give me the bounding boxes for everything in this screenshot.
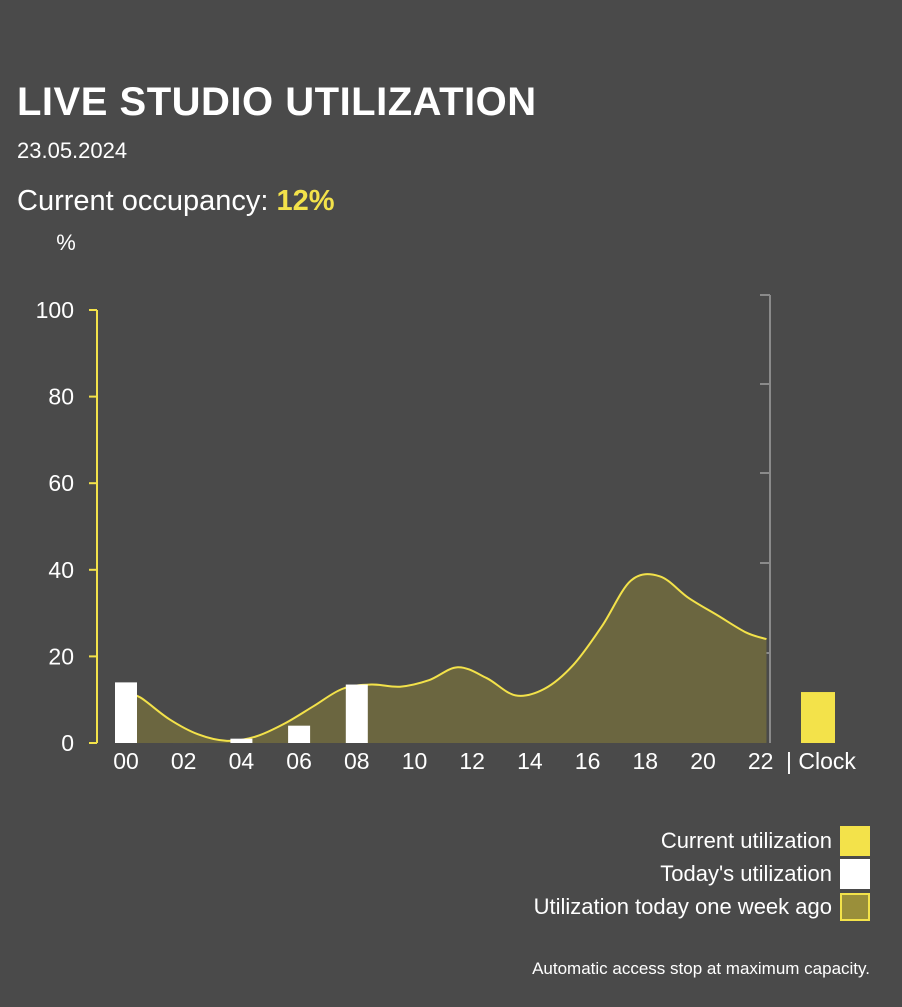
- week-ago-line: [125, 573, 767, 742]
- x-tick-label: 04: [229, 748, 255, 774]
- x-tick-label: 20: [690, 748, 716, 774]
- footnote: Automatic access stop at maximum capacit…: [532, 959, 870, 978]
- x-tick-label: 08: [344, 748, 370, 774]
- legend-swatch-week-ago: [840, 893, 870, 921]
- utilization-chart: 0 20 40 60 80 100 00 02 04 06 08 10 12 14 16 18 20 22 % |…: [36, 230, 857, 774]
- y-tick-label: 0: [61, 730, 74, 756]
- x-tick-label: 06: [286, 748, 312, 774]
- week-ago-area-series: [125, 573, 767, 743]
- chart-axes: 0 20 40 60 80 100 00 02 04 06 08 10 12 14 16 18 20 22: [36, 297, 774, 774]
- legend-item-today: Today's utilization: [660, 859, 870, 889]
- x-tick-label: 22: [748, 748, 774, 774]
- legend-label-current: Current utilization: [660, 828, 832, 853]
- week-ago-area-fill: [126, 574, 767, 743]
- x-axis-unit-label: | Clock: [786, 748, 856, 774]
- y-tick-label: 20: [48, 643, 74, 669]
- y-axis-unit-label: %: [56, 230, 76, 255]
- legend-item-current: Current utilization: [661, 826, 870, 856]
- occupancy-value: 12%: [276, 185, 335, 217]
- legend-label-today: Today's utilization: [660, 861, 832, 886]
- chart-legend: Current utilization Today's utilization …: [534, 826, 870, 922]
- legend-swatch-current: [840, 826, 870, 856]
- current-bar: [801, 692, 835, 743]
- today-bar: [345, 684, 368, 743]
- legend-label-week-ago: Utilization today one week ago: [533, 894, 832, 919]
- x-tick-label: 16: [575, 748, 601, 774]
- x-tick-label: 18: [633, 748, 659, 774]
- legend-swatch-today: [840, 859, 870, 889]
- page-title: LIVE STUDIO UTILIZATION: [17, 80, 537, 124]
- x-tick-label: 12: [459, 748, 485, 774]
- y-tick-label: 40: [48, 557, 74, 583]
- occupancy-label: Current occupancy:: [17, 185, 269, 217]
- today-bar: [230, 738, 253, 743]
- report-date: 23.05.2024: [17, 138, 128, 163]
- today-bars: [115, 682, 835, 744]
- x-tick-label: 02: [171, 748, 197, 774]
- current-occupancy: Current occupancy: 12%: [17, 185, 335, 218]
- x-tick-label: 10: [402, 748, 428, 774]
- y-tick-label: 80: [48, 384, 74, 410]
- x-tick-label: 14: [517, 748, 543, 774]
- y-tick-label: 100: [36, 297, 74, 323]
- y-tick-label: 60: [48, 470, 74, 496]
- today-bar: [115, 682, 137, 743]
- legend-item-week-ago: Utilization today one week ago: [534, 892, 870, 922]
- today-bar: [288, 725, 311, 743]
- x-tick-label: 00: [113, 748, 139, 774]
